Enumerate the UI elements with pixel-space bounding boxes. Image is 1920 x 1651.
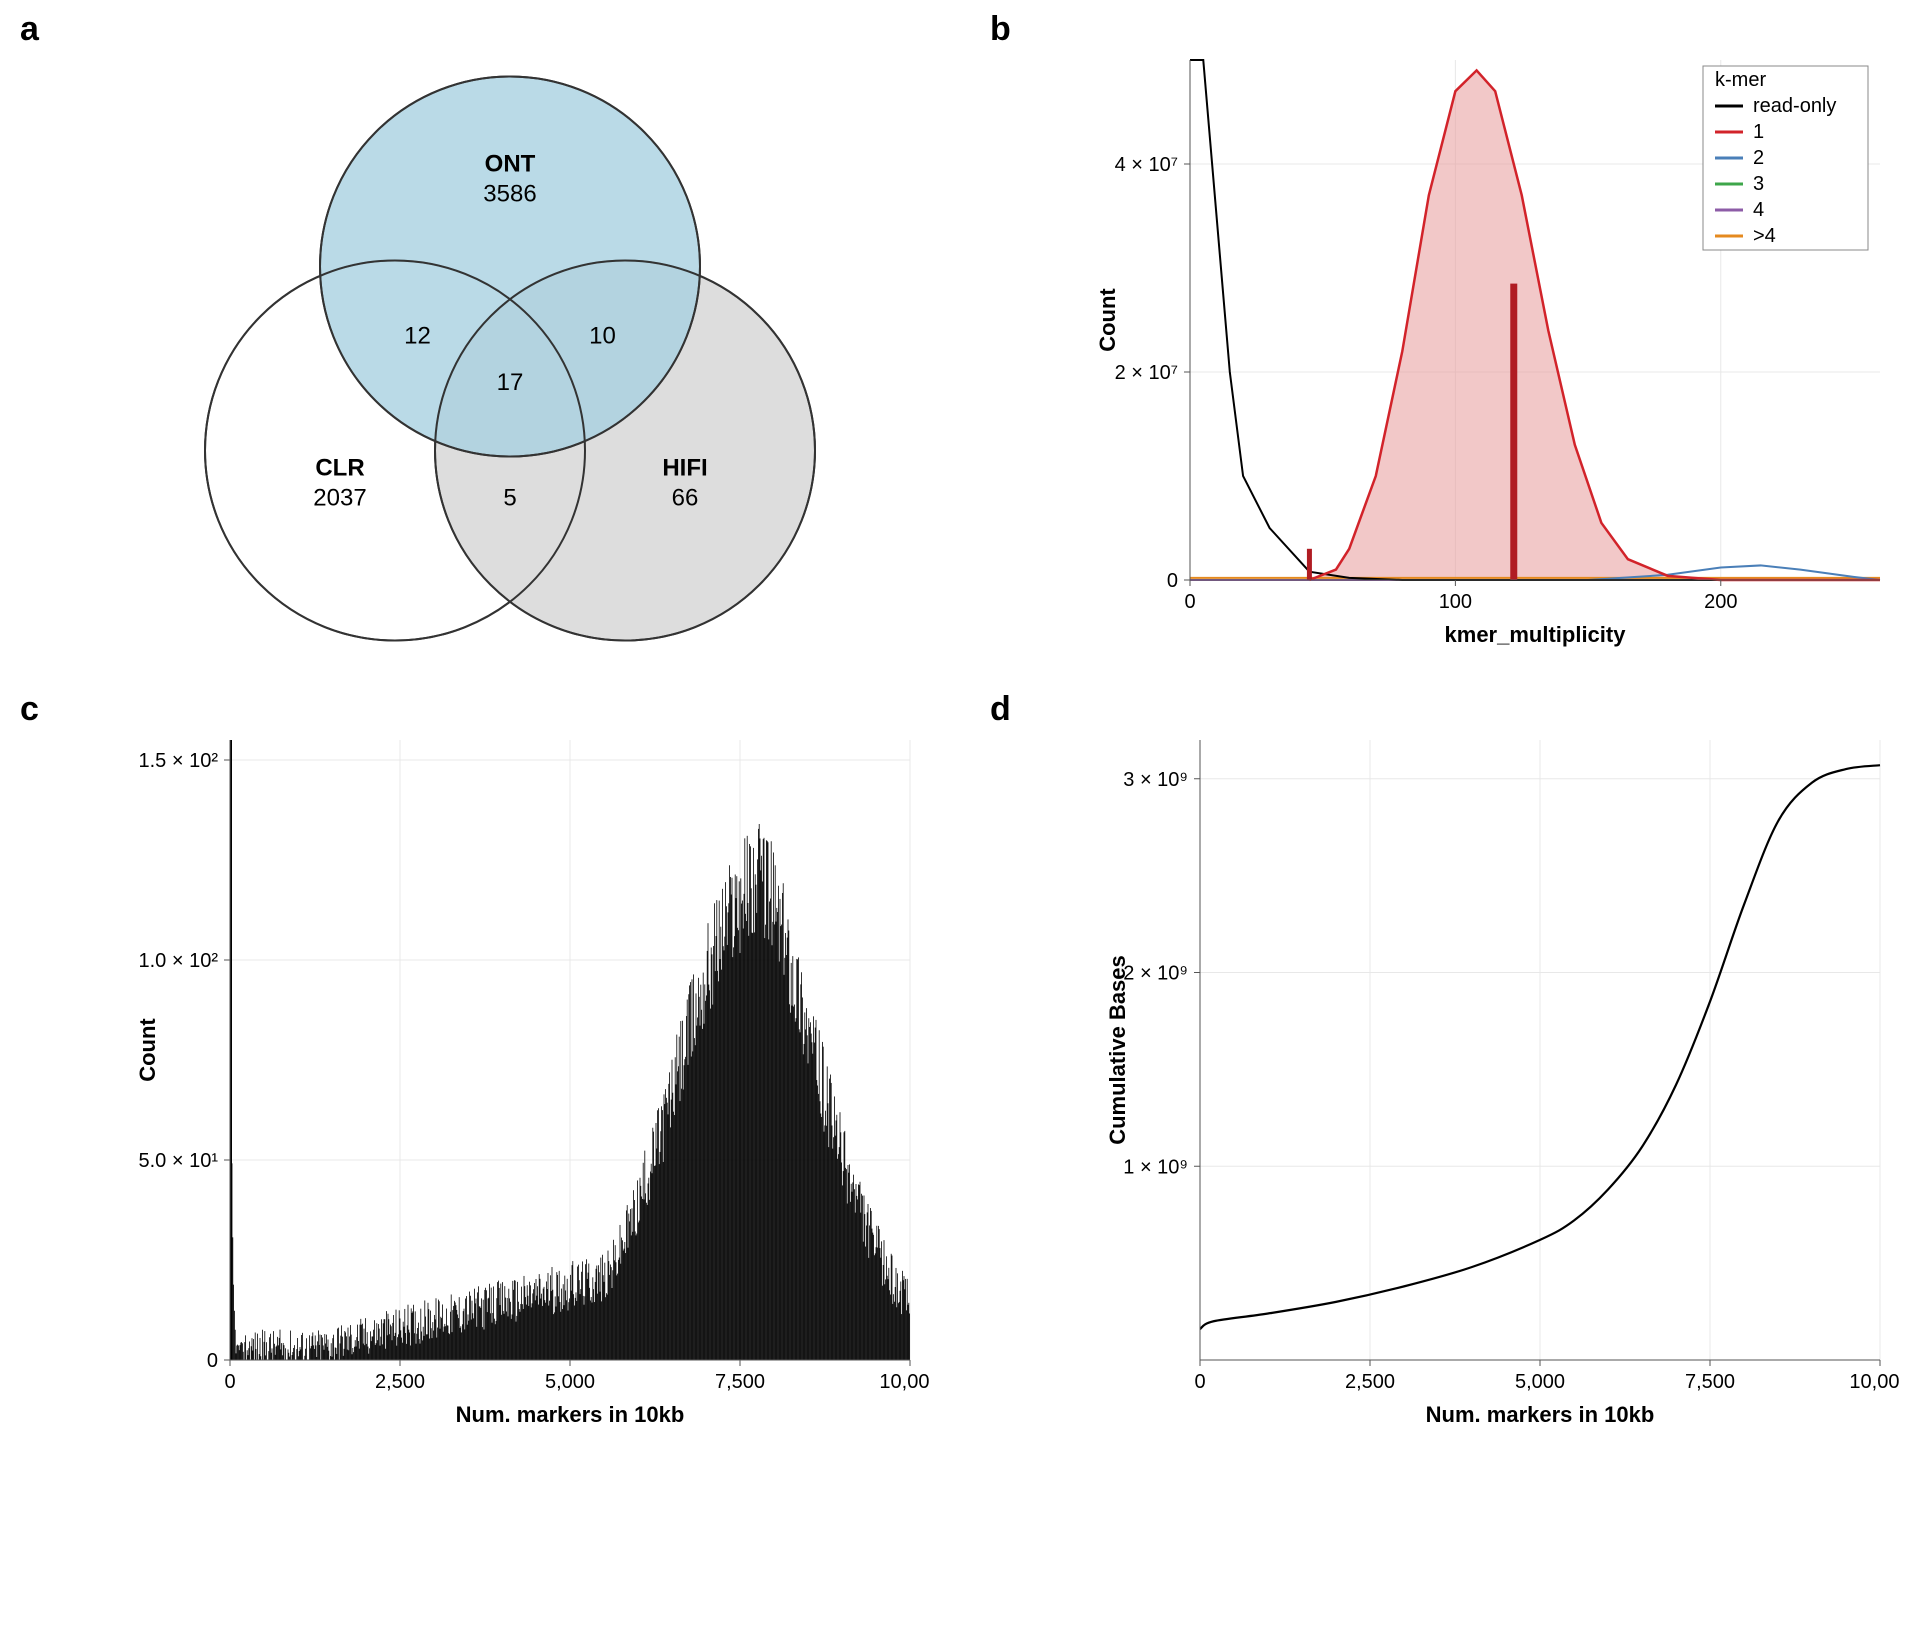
svg-text:10,000: 10,000 (1849, 1371, 1900, 1393)
hist-svg: 0 2,500 5,000 7,500 10,000 0 5.0 × 10¹ 1.0 × 10… (110, 720, 930, 1440)
svg-text:7,500: 7,500 (1685, 1371, 1735, 1393)
svg-text:0: 0 (1194, 1371, 1205, 1393)
svg-text:1.5 × 10²: 1.5 × 10² (138, 750, 218, 772)
panel-label-b: b (990, 10, 1011, 49)
panel-a: a ONT3586CLR2037HIFI661210517 (20, 20, 930, 660)
panel-c: c 02,5005,0007,50010,00005.0 × 10¹1.0 × … (20, 700, 930, 1440)
panel-b: b 010020002 × 10⁷4 × 10⁷kmer_multiplicit… (990, 20, 1900, 660)
svg-text:2 × 10⁷: 2 × 10⁷ (1115, 362, 1178, 384)
svg-text:3 × 10⁹: 3 × 10⁹ (1123, 769, 1188, 791)
svg-text:>4: >4 (1753, 225, 1776, 247)
svg-text:2 × 10⁹: 2 × 10⁹ (1123, 963, 1188, 985)
hist-box: 0 2,500 5,000 7,500 10,000 0 5.0 × 10¹ 1.0 × 10… (110, 720, 930, 1440)
svg-text:Num. markers in 10kb: Num. markers in 10kb (1426, 1402, 1655, 1427)
svg-text:1 × 10⁹: 1 × 10⁹ (1123, 1156, 1188, 1178)
svg-text:0: 0 (1167, 570, 1178, 592)
svg-text:7,500: 7,500 (715, 1371, 765, 1393)
svg-text:10: 10 (589, 323, 616, 350)
panel-d: d 02,5005,0007,50010,0001 × 10⁹2 × 10⁹3 … (990, 700, 1900, 1440)
kmer-svg: 0 100 200 0 2 × 10⁷ 4 × 10⁷ kmer_multiplicity C… (1080, 40, 1900, 660)
svg-text:2: 2 (1753, 147, 1764, 169)
panel-label-c: c (20, 690, 39, 729)
figure-grid: a ONT3586CLR2037HIFI661210517 b 01002000… (20, 20, 1900, 1440)
svg-text:0: 0 (224, 1371, 235, 1393)
svg-text:2037: 2037 (313, 485, 366, 512)
svg-text:read-only: read-only (1753, 95, 1836, 117)
svg-text:17: 17 (497, 369, 524, 396)
svg-text:10,000: 10,000 (879, 1371, 930, 1393)
svg-text:0: 0 (1184, 591, 1195, 613)
venn-svg: ONT 3586 CLR 2037 HIFI 66 12 10 5 17 (110, 40, 910, 660)
svg-text:3: 3 (1753, 173, 1764, 195)
svg-text:4 × 10⁷: 4 × 10⁷ (1115, 154, 1178, 176)
panel-label-a: a (20, 10, 39, 49)
kmer-box: 0 100 200 0 2 × 10⁷ 4 × 10⁷ kmer_multiplicity C… (1080, 40, 1900, 660)
svg-text:CLR: CLR (315, 455, 364, 482)
svg-text:1.0 × 10²: 1.0 × 10² (138, 950, 218, 972)
svg-text:66: 66 (672, 485, 699, 512)
venn-box: ONT 3586 CLR 2037 HIFI 66 12 10 5 17 (110, 40, 930, 660)
svg-text:3586: 3586 (483, 181, 536, 208)
svg-text:k-mer: k-mer (1715, 69, 1766, 91)
svg-text:4: 4 (1753, 199, 1764, 221)
svg-text:5: 5 (503, 485, 516, 512)
svg-text:5.0 × 10¹: 5.0 × 10¹ (138, 1150, 218, 1172)
svg-text:Num. markers in 10kb: Num. markers in 10kb (456, 1402, 685, 1427)
svg-text:2,500: 2,500 (1345, 1371, 1395, 1393)
svg-text:200: 200 (1704, 591, 1737, 613)
svg-text:0: 0 (207, 1350, 218, 1372)
svg-text:5,000: 5,000 (545, 1371, 595, 1393)
svg-text:HIFI: HIFI (662, 455, 707, 482)
svg-text:5,000: 5,000 (1515, 1371, 1565, 1393)
svg-text:Count: Count (135, 1018, 160, 1082)
svg-text:1: 1 (1753, 121, 1764, 143)
svg-text:100: 100 (1439, 591, 1472, 613)
svg-text:kmer_multiplicity: kmer_multiplicity (1445, 622, 1627, 647)
svg-text:12: 12 (404, 323, 431, 350)
svg-text:Cumulative Bases: Cumulative Bases (1105, 955, 1130, 1145)
svg-text:Count: Count (1095, 288, 1120, 352)
cumu-box: 0 2,500 5,000 7,500 10,000 1 × 10⁹ 2 × 10⁹ 3 × … (1080, 720, 1900, 1440)
svg-text:2,500: 2,500 (375, 1371, 425, 1393)
panel-label-d: d (990, 690, 1011, 729)
cumu-svg: 0 2,500 5,000 7,500 10,000 1 × 10⁹ 2 × 10⁹ 3 × … (1080, 720, 1900, 1440)
svg-text:ONT: ONT (485, 151, 536, 178)
